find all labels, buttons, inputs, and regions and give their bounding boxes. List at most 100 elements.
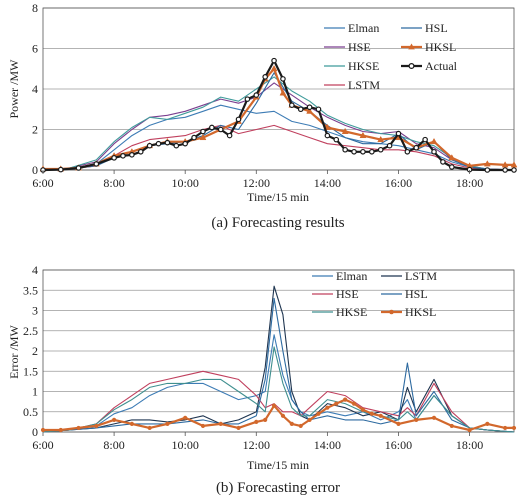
chart-a-y-tick-label: 0 — [32, 163, 38, 177]
chart-a-legend-item-hksl: HKSL — [401, 40, 456, 54]
chart-a-y-ticks: 0 2 4 6 8 — [32, 1, 38, 177]
chart-a-point-actual — [404, 148, 411, 155]
chart-b-legend-label: HKSL — [405, 305, 436, 319]
chart-b-point-hksl — [325, 405, 330, 410]
chart-a-legend-item-lstm: LSTM — [324, 78, 380, 92]
chart-b-legend-label: HSE — [336, 287, 359, 301]
chart-a-point-hksl — [448, 154, 456, 161]
chart-a-point-hksl — [377, 135, 385, 143]
chart-b-legend-label: HSL — [405, 287, 428, 301]
chart-b-point-hksl — [289, 421, 294, 426]
chart-b-point-hksl — [298, 423, 303, 429]
chart-b-legend-label: Elman — [336, 269, 367, 283]
chart-b-point-hksl — [76, 425, 81, 431]
chart-a-legend: Elman HSL HSE HKSL HKSE Actual LSTM — [324, 21, 458, 92]
chart-b-series-hksl — [40, 397, 517, 433]
chart-b-series-elman — [42, 334, 515, 433]
chart-a-point-actual — [173, 142, 180, 149]
chart-a-legend-item-elman: Elman — [324, 21, 379, 35]
chart-a-point-actual — [395, 130, 402, 137]
chart-a-point-actual — [182, 140, 188, 147]
chart-a-series-hkse — [42, 76, 515, 171]
chart-b-y-tick-label: 0.5 — [23, 405, 38, 419]
chart-b-legend-marker — [389, 309, 394, 315]
chart-b-point-hksl — [503, 425, 508, 431]
chart-b-point-hksl — [396, 421, 401, 426]
chart-b-series-hkse — [42, 346, 515, 433]
chart-b-point-hksl — [183, 415, 188, 420]
chart-a-point-actual — [155, 140, 162, 147]
chart-a-series-lstm — [42, 124, 515, 171]
chart-b-point-hksl — [511, 425, 517, 431]
chart-a-point-actual — [413, 144, 420, 151]
chart-a-x-tick-label: 18:00 — [456, 176, 483, 190]
chart-b-point-hksl — [431, 415, 437, 420]
chart-b-caption: (b) Forecasting error — [216, 480, 340, 496]
chart-a-point-actual — [511, 167, 517, 173]
chart-a-point-hksl — [430, 137, 438, 145]
chart-a-y-tick-label: 8 — [32, 1, 38, 15]
chart-b: 0 0.5 1 1.5 2 2.5 3 3.5 4 6:00 8:00 10:00 12:00 14:0… — [7, 263, 517, 496]
chart-b-legend: Elman LSTM HSE HSL HKSE HKSL — [312, 269, 437, 319]
chart-b-legend-label: HKSE — [336, 305, 367, 319]
chart-a-point-hksl — [341, 127, 349, 134]
chart-b-point-hksl — [147, 425, 152, 431]
chart-a-point-actual — [431, 148, 437, 155]
chart-b-y-tick-label: 3 — [32, 304, 38, 318]
chart-a-point-hksl — [483, 160, 491, 167]
chart-b-legend-item-elman: Elman — [312, 269, 367, 283]
chart-b-line-hkse — [42, 346, 515, 433]
chart-b-y-tick-label: 2.5 — [23, 324, 38, 338]
chart-b-x-ticks: 6:00 8:00 10:00 12:00 14:00 16:00 18:00 — [32, 432, 483, 452]
chart-b-point-hksl — [254, 419, 259, 424]
chart-a-point-actual — [217, 126, 224, 133]
chart-b-point-hksl — [307, 417, 312, 422]
chart-b-y-tick-label: 0 — [32, 425, 38, 439]
chart-a-point-actual — [502, 167, 508, 173]
chart-b-y-tick-label: 1 — [32, 385, 38, 399]
chart-a-point-hksl — [510, 161, 518, 168]
chart-a-y-tick-label: 4 — [32, 82, 38, 96]
chart-a-point-actual — [146, 142, 153, 149]
chart-a-legend-item-hse: HSE — [324, 40, 371, 54]
chart-a-point-actual — [342, 146, 348, 153]
chart-a-point-hksl — [359, 131, 367, 139]
chart-a-legend-marker — [408, 43, 415, 50]
chart-a-point-actual — [262, 74, 268, 80]
chart-a-point-actual — [253, 92, 260, 98]
chart-a-legend-label: HSE — [348, 40, 371, 54]
chart-b-line-elman — [42, 334, 515, 433]
chart-b-x-tick-label: 10:00 — [172, 438, 199, 452]
chart-a-legend-label: Actual — [425, 59, 458, 73]
chart-a-point-actual — [57, 166, 64, 173]
chart-a-point-actual — [289, 102, 295, 109]
chart-a-y-tick-label: 2 — [32, 123, 38, 137]
chart-b-legend-item-lstm: LSTM — [381, 269, 437, 283]
chart-a-line-lstm — [42, 124, 515, 171]
chart-b-point-hksl — [414, 417, 419, 422]
chart-b-point-hksl — [111, 417, 117, 422]
chart-a-legend-item-hkse: HKSE — [324, 59, 379, 73]
chart-b-point-hksl — [236, 425, 241, 431]
chart-b-point-hksl — [343, 397, 348, 402]
chart-a-x-tick-label: 12:00 — [243, 176, 270, 190]
chart-a-point-hksl — [501, 161, 509, 168]
chart-a-point-hksl — [279, 89, 287, 96]
chart-b-point-hksl — [40, 427, 46, 433]
chart-a-point-actual — [129, 152, 135, 158]
chart-b-x-tick-label: 8:00 — [103, 438, 124, 452]
chart-a-point-actual — [209, 124, 215, 131]
chart-b-y-tick-label: 1.5 — [23, 364, 38, 378]
chart-b-series-lstm — [42, 285, 515, 433]
chart-b-point-hksl — [271, 403, 277, 408]
chart-b-y-axis-label: Error /MW — [7, 325, 21, 379]
chart-a-line-hkse — [42, 76, 515, 171]
chart-b-y-tick-label: 2 — [32, 344, 38, 358]
chart-a-point-actual — [315, 106, 322, 113]
chart-a-point-actual — [448, 164, 455, 170]
chart-a-point-actual — [306, 104, 313, 111]
chart-a-legend-label: HKSL — [425, 40, 456, 54]
chart-b-point-hksl — [467, 427, 472, 433]
